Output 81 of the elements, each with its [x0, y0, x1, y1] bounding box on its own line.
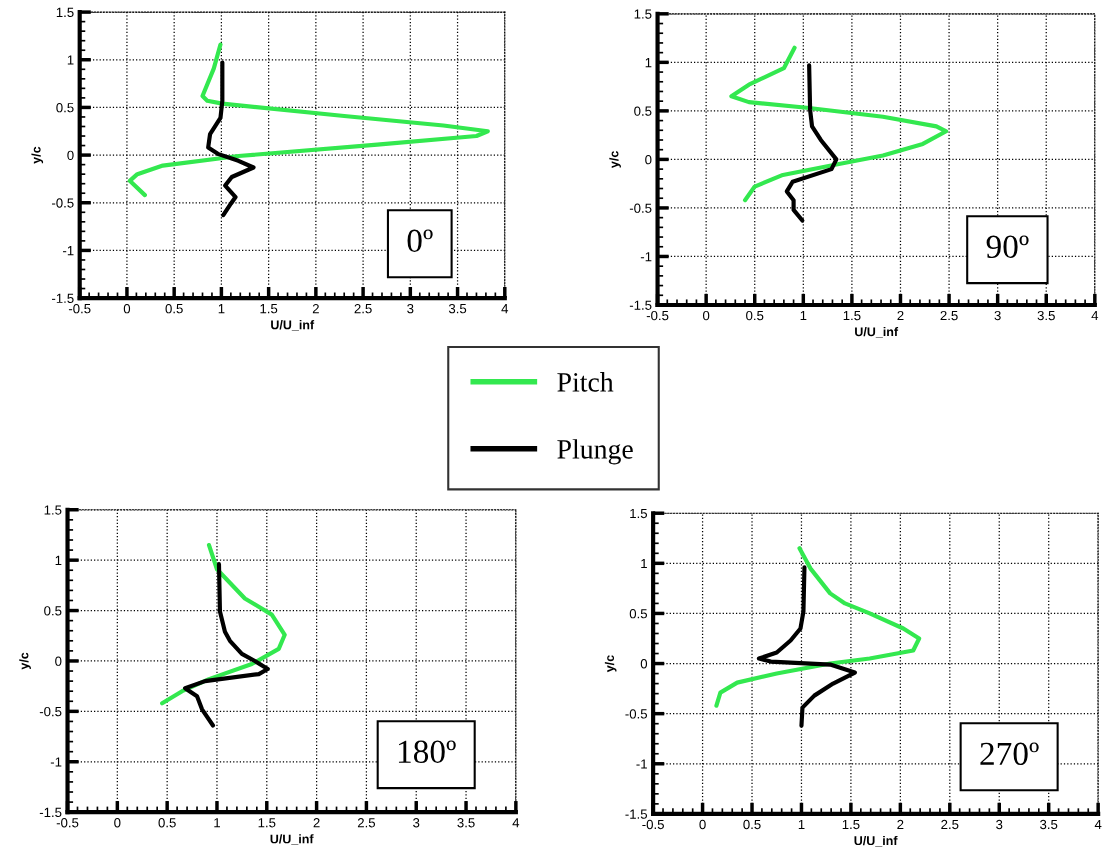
- y-tick-label: -1.5: [625, 809, 648, 819]
- x-tick-label: 2.5: [357, 818, 376, 828]
- y-tick-label: 0: [640, 659, 648, 669]
- y-tick-label: 1: [55, 555, 62, 565]
- x-tick-label: 1: [218, 304, 225, 314]
- y-tick-label: -1: [63, 246, 74, 256]
- y-axis-title: y/c: [19, 652, 31, 670]
- y-tick-label: 1.5: [56, 7, 74, 18]
- x-tick-label: 2.5: [940, 310, 958, 321]
- x-tick-label: 1.5: [258, 818, 276, 828]
- x-tick-label: 4: [501, 304, 509, 314]
- y-tick-label: -1.5: [52, 293, 74, 303]
- x-tick-label: 3: [413, 818, 420, 828]
- y-axis-title: y/c: [609, 151, 621, 168]
- x-tick-label: 1: [214, 818, 220, 828]
- x-tick-label: 3: [996, 819, 1003, 830]
- x-tick-label: 3: [407, 303, 414, 314]
- x-tick-label: 3.5: [1037, 310, 1055, 321]
- line-series: [714, 546, 922, 708]
- y-tick-label: -0.5: [39, 706, 62, 717]
- y-tick-label: 0.5: [56, 102, 74, 113]
- y-tick-label: 0: [645, 154, 652, 165]
- x-tick-label: 2: [897, 819, 904, 830]
- annotation: 90º: [986, 235, 1029, 259]
- x-tick-label: 1.5: [843, 311, 861, 321]
- x-axis-title: U/U_inf: [271, 320, 315, 331]
- y-tick-label: -1.5: [39, 807, 62, 818]
- x-tick-label: 4: [1094, 819, 1102, 830]
- y-tick-label: 0.5: [634, 106, 652, 116]
- x-axis-title: U/U_inf: [270, 834, 314, 845]
- x-tick-label: 3: [994, 310, 1001, 321]
- x-tick-label: 0.5: [743, 819, 761, 830]
- y-tick-label: 0.5: [629, 609, 648, 619]
- y-tick-label: 1.5: [634, 9, 652, 19]
- y-tick-label: -0.5: [625, 709, 648, 719]
- x-tick-label: 0: [699, 819, 706, 830]
- x-tick-label: 0: [123, 303, 131, 314]
- y-tick-label: 1: [645, 58, 652, 68]
- x-axis-title: U/U_inf: [854, 835, 898, 847]
- x-tick-label: 0: [114, 818, 121, 828]
- y-tick-label: 1.5: [630, 508, 648, 519]
- x-tick-label: 2: [313, 818, 320, 828]
- legend-label: Pitch: [557, 372, 614, 392]
- y-tick-label: 1: [67, 55, 74, 65]
- x-tick-label: 2.5: [941, 819, 959, 830]
- y-axis-title: y/c: [31, 146, 44, 164]
- x-tick-label: 1.5: [260, 304, 278, 314]
- y-tick-label: 1.5: [44, 505, 62, 515]
- y-tick-label: -1: [50, 757, 62, 767]
- y-tick-label: -1.5: [629, 300, 652, 310]
- x-tick-label: 1.5: [842, 819, 860, 830]
- y-axis-title: y/c: [604, 655, 617, 673]
- x-tick-label: 4: [1091, 311, 1099, 321]
- x-tick-label: 1: [798, 819, 805, 830]
- x-tick-label: 2: [312, 303, 319, 314]
- y-tick-label: -1: [636, 759, 647, 769]
- line-series: [729, 45, 949, 203]
- legend-label: Plunge: [557, 439, 633, 465]
- x-tick-label: 0.5: [158, 818, 176, 828]
- x-tick-label: 0.5: [746, 310, 764, 321]
- annotation: 0º: [407, 229, 433, 253]
- x-tick-label: 2.5: [354, 303, 372, 314]
- y-tick-label: 1: [641, 559, 647, 569]
- x-tick-label: 1: [800, 311, 807, 321]
- x-tick-label: 3.5: [1040, 819, 1058, 830]
- y-tick-label: 0.5: [44, 606, 62, 616]
- x-tick-label: 0.5: [165, 303, 183, 314]
- x-tick-label: 3.5: [457, 818, 475, 828]
- x-tick-label: 2: [897, 310, 904, 321]
- line-series: [127, 42, 490, 198]
- annotation: 180º: [398, 740, 456, 764]
- y-tick-label: 0: [55, 656, 62, 666]
- y-tick-label: -1: [640, 252, 652, 262]
- x-tick-label: 4: [512, 818, 520, 828]
- y-tick-label: 0: [67, 150, 74, 160]
- x-tick-label: 3.5: [448, 303, 467, 314]
- y-tick-label: -0.5: [629, 203, 652, 213]
- x-axis-title: U/U_inf: [855, 327, 899, 338]
- annotation: 270º: [980, 742, 1039, 766]
- y-tick-label: -0.5: [52, 198, 74, 208]
- x-tick-label: 0: [702, 310, 710, 321]
